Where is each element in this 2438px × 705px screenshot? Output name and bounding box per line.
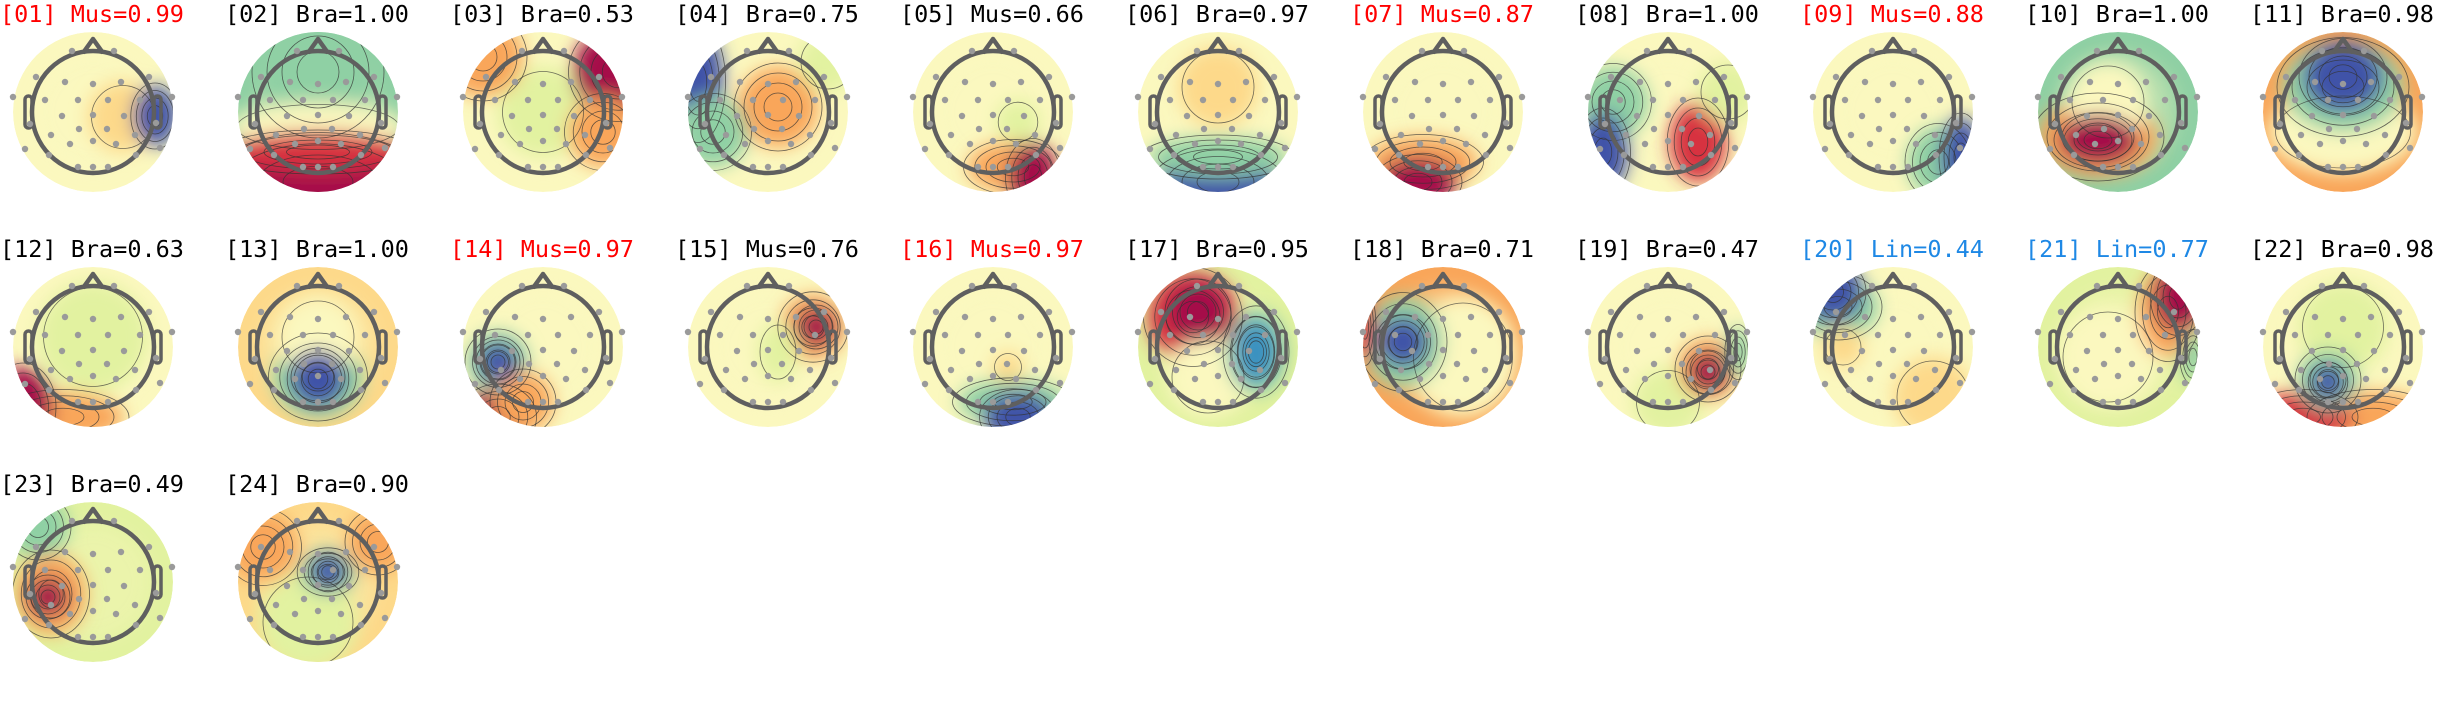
topomap [1809,32,1976,192]
topomap-grid: [01] Mus=0.99 [02] Bra=1.00 [03] Bra=0.53 [… [0,0,2438,662]
topomap-panel: [07] Mus=0.87 [1350,0,1575,235]
topomap [9,32,176,192]
topomap [2259,267,2426,427]
topomap [2034,32,2201,192]
topomap-panel: [20] Lin=0.44 [1800,235,2025,470]
topomap [909,267,1076,427]
panel-title: [19] Bra=0.47 [1575,235,1759,263]
panel-title: [18] Bra=0.71 [1350,235,1534,263]
panel-title: [04] Bra=0.75 [675,0,859,28]
topomap [909,32,1076,192]
topomap-panel: [18] Bra=0.71 [1350,235,1575,470]
topomap-panel: [23] Bra=0.49 [0,470,225,705]
topomap-panel: [14] Mus=0.97 [450,235,675,470]
topomap-panel: [24] Bra=0.90 [225,470,450,705]
panel-title: [16] Mus=0.97 [900,235,1084,263]
topomap-panel: [05] Mus=0.66 [900,0,1125,235]
topomap-panel: [11] Bra=0.98 [2250,0,2438,235]
panel-title: [24] Bra=0.90 [225,470,409,498]
topomap [1134,267,1301,427]
panel-title: [13] Bra=1.00 [225,235,409,263]
topomap [684,32,851,192]
topomap-panel: [21] Lin=0.77 [2025,235,2250,470]
topomap [459,267,626,427]
topomap [234,502,401,662]
panel-title: [14] Mus=0.97 [450,235,634,263]
panel-title: [01] Mus=0.99 [0,0,184,28]
panel-title: [10] Bra=1.00 [2025,0,2209,28]
topomap-panel: [19] Bra=0.47 [1575,235,1800,470]
panel-title: [05] Mus=0.66 [900,0,1084,28]
topomap [459,32,626,192]
topomap-panel: [06] Bra=0.97 [1125,0,1350,235]
topomap-panel: [22] Bra=0.98 [2250,235,2438,470]
topomap [234,32,401,192]
topomap [1359,267,1526,427]
panel-title: [02] Bra=1.00 [225,0,409,28]
topomap [2034,267,2201,427]
panel-title: [08] Bra=1.00 [1575,0,1759,28]
topomap-panel: [13] Bra=1.00 [225,235,450,470]
topomap [1134,32,1301,192]
panel-title: [20] Lin=0.44 [1800,235,1984,263]
topomap [1584,267,1751,427]
topomap-panel: [17] Bra=0.95 [1125,235,1350,470]
topomap-panel: [16] Mus=0.97 [900,235,1125,470]
topomap [1584,32,1751,192]
panel-title: [11] Bra=0.98 [2250,0,2434,28]
topomap [684,267,851,427]
panel-title: [07] Mus=0.87 [1350,0,1534,28]
panel-title: [15] Mus=0.76 [675,235,859,263]
topomap-panel: [10] Bra=1.00 [2025,0,2250,235]
panel-title: [03] Bra=0.53 [450,0,634,28]
panel-title: [17] Bra=0.95 [1125,235,1309,263]
panel-title: [23] Bra=0.49 [0,470,184,498]
panel-title: [12] Bra=0.63 [0,235,184,263]
topomap [2259,32,2426,192]
topomap [234,267,401,427]
topomap-panel: [03] Bra=0.53 [450,0,675,235]
panel-title: [21] Lin=0.77 [2025,235,2209,263]
topomap-panel: [08] Bra=1.00 [1575,0,1800,235]
topomap-panel: [04] Bra=0.75 [675,0,900,235]
topomap-panel: [12] Bra=0.63 [0,235,225,470]
topomap [1359,32,1526,192]
topomap-panel: [02] Bra=1.00 [225,0,450,235]
topomap-panel: [15] Mus=0.76 [675,235,900,470]
panel-title: [06] Bra=0.97 [1125,0,1309,28]
topomap [9,502,176,662]
topomap-panel: [09] Mus=0.88 [1800,0,2025,235]
topomap [1809,267,1976,427]
topomap-panel: [01] Mus=0.99 [0,0,225,235]
topomap [9,267,176,427]
panel-title: [22] Bra=0.98 [2250,235,2434,263]
panel-title: [09] Mus=0.88 [1800,0,1984,28]
